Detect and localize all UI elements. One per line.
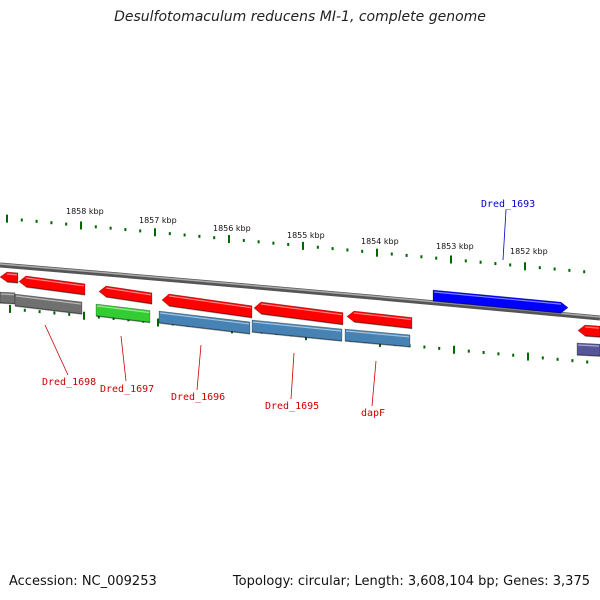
gene-dred1695 xyxy=(251,319,343,342)
outer-ticks xyxy=(6,214,586,274)
gene-pseudo-1-shade xyxy=(14,305,83,315)
scale-label-1852: 1852 kbp xyxy=(510,247,548,256)
gene-pseudo-0-shade xyxy=(0,302,16,305)
genome-backbone-highlight xyxy=(0,263,600,318)
gene-dapf xyxy=(344,328,411,348)
gene-dred1693-shine xyxy=(433,291,562,305)
gene-pseudo-0-shine xyxy=(0,293,15,296)
scale-label-1857: 1857 kbp xyxy=(139,216,177,225)
gene-dapf-shine xyxy=(345,330,410,338)
leader-line-dred1697 xyxy=(120,335,127,382)
gene-fwd-3-shine xyxy=(168,295,252,309)
gene-fwd-0-shade xyxy=(6,281,19,284)
gene-dred1695-shine xyxy=(252,321,342,332)
gene-fwd-1-shine xyxy=(25,277,85,287)
gene-fwd-5-shine xyxy=(353,312,412,321)
gene-dred1693 xyxy=(432,289,569,314)
gene-fwd-4 xyxy=(253,301,344,326)
gene-fwd-5-shade xyxy=(353,321,413,330)
leader-line-dred1693 xyxy=(502,209,507,261)
gene-fwd-0-shine xyxy=(6,273,18,276)
leader-line-dred1698 xyxy=(44,324,69,376)
gene-label-dred1693[interactable]: Dred_1693 xyxy=(481,199,535,210)
gene-dred1695-shade xyxy=(251,331,343,342)
gene-dred1697 xyxy=(95,303,151,323)
gene-label-dred1696[interactable]: Dred_1696 xyxy=(171,392,225,403)
gene-dred1693-shade xyxy=(432,300,562,314)
gene-fwd-4-shine xyxy=(260,303,343,316)
leader-line-dred1696 xyxy=(196,344,202,391)
scale-label-1858: 1858 kbp xyxy=(66,207,104,216)
genome-summary-text: Topology: circular; Length: 3,608,104 bp… xyxy=(232,574,590,589)
scale-label-1854: 1854 kbp xyxy=(361,237,399,246)
gene-fwd-3-shade xyxy=(168,305,253,319)
gene-fwd-3 xyxy=(161,293,253,319)
leader-line-dapf xyxy=(371,360,377,407)
map-title: Desulfotomaculum reducens MI-1, complete… xyxy=(114,9,486,25)
gene-dred1696 xyxy=(158,310,251,335)
gene-label-dred1697[interactable]: Dred_1697 xyxy=(100,384,154,395)
gene-dapf-shade xyxy=(344,340,411,348)
gene-dred1697-shine xyxy=(96,305,150,314)
gene-fwd-6-shine xyxy=(584,326,600,329)
gene-fwd-1-shade xyxy=(25,286,86,296)
gene-label-dapf[interactable]: dapF xyxy=(361,408,385,419)
gene-fwd-4-shade xyxy=(260,313,344,326)
gene-fwd-5 xyxy=(346,310,413,329)
gene-label-dred1695[interactable]: Dred_1695 xyxy=(265,401,319,412)
scale-label-1856: 1856 kbp xyxy=(213,224,251,233)
gene-fwd-6-shade xyxy=(584,335,600,338)
scale-label-1853: 1853 kbp xyxy=(436,242,474,251)
leader-line-dred1695 xyxy=(290,352,295,400)
gene-purple-0-shine xyxy=(577,344,600,347)
gene-dred1696-shine xyxy=(159,312,250,325)
gene-dred1696-shade xyxy=(158,322,251,335)
gene-fwd-2-shade xyxy=(105,296,153,305)
gene-pseudo-1 xyxy=(14,293,83,315)
gene-dred1697-shade xyxy=(95,315,151,324)
gene-purple-0-shade xyxy=(576,354,600,357)
gene-fwd-2-shine xyxy=(105,287,152,296)
genome-backbone xyxy=(0,262,600,321)
gene-fwd-1 xyxy=(18,275,86,296)
scale-label-1855: 1855 kbp xyxy=(287,231,325,240)
gene-fwd-2 xyxy=(98,285,153,305)
gene-features xyxy=(0,271,600,357)
accession-text: Accession: NC_009253 xyxy=(9,574,157,589)
gene-label-dred1698[interactable]: Dred_1698 xyxy=(42,377,96,388)
gene-pseudo-1-shine xyxy=(15,295,82,305)
